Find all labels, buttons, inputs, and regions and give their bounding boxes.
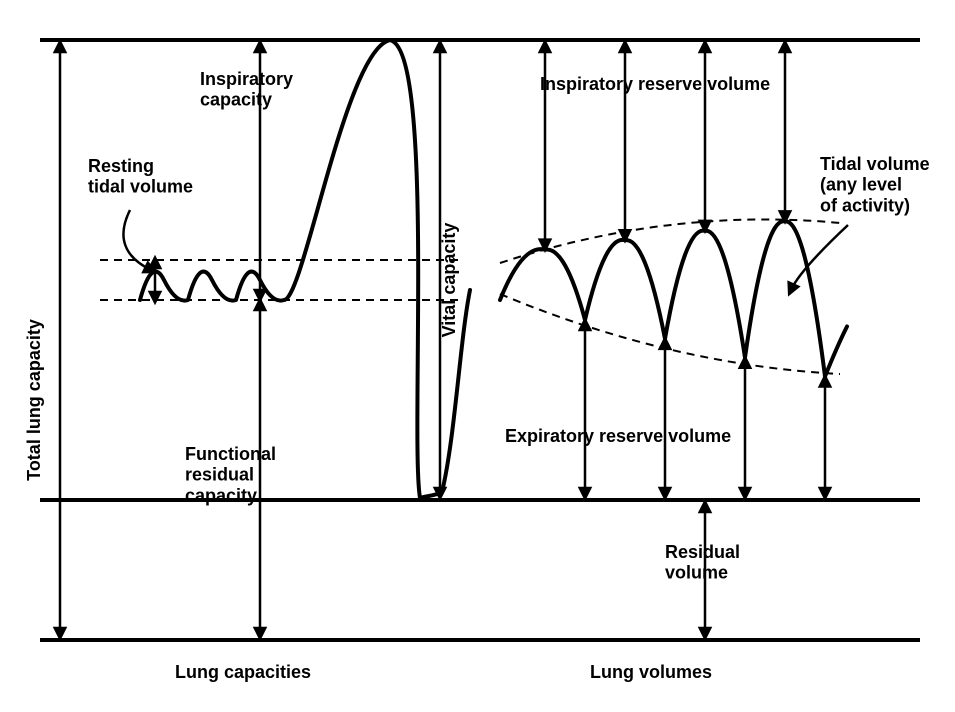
label-lung-volumes: Lung volumes	[590, 662, 712, 682]
label-frc: Functionalresidualcapacity	[185, 444, 276, 505]
pointer-tv	[791, 225, 848, 290]
label-irv: Inspiratory reserve volume	[540, 74, 770, 94]
right-waveform	[500, 221, 847, 376]
label-rv: Residualvolume	[665, 542, 740, 583]
left-waveform	[140, 40, 470, 498]
upper-envelope	[500, 219, 840, 263]
lung-volumes-diagram: Total lung capacity Inspiratorycapacity Re…	[0, 0, 955, 712]
label-rtv: Restingtidal volume	[88, 156, 193, 197]
label-tlc: Total lung capacity	[24, 319, 44, 481]
label-ic: Inspiratorycapacity	[200, 69, 293, 110]
label-lung-capacities: Lung capacities	[175, 662, 311, 682]
label-vc: Vital capacity	[439, 223, 459, 338]
label-tv: Tidal volume(any levelof activity)	[820, 154, 930, 215]
label-erv: Expiratory reserve volume	[505, 426, 731, 446]
